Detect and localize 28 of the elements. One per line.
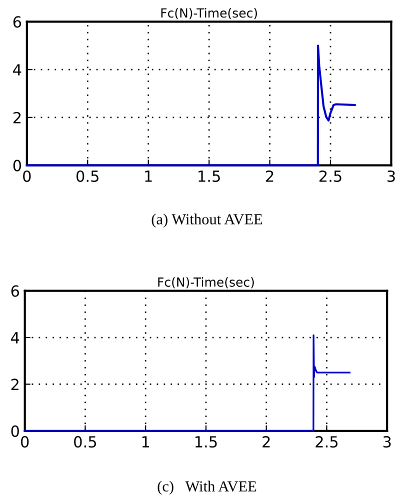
- y-tick-label: 2: [11, 378, 18, 390]
- y-tick-label: 2: [13, 112, 21, 124]
- x-tick-label: 2.5: [316, 436, 338, 448]
- x-tick-label: 1: [142, 436, 150, 448]
- x-tick-label: 2: [266, 170, 274, 182]
- y-tick-label: 4: [11, 332, 20, 344]
- x-tick-label: 0: [23, 170, 31, 182]
- line-series: [26, 44, 356, 166]
- text: (c) With AVEE: [158, 480, 256, 495]
- x-tick-label: 1.5: [198, 170, 220, 182]
- y-tick-label: 6: [11, 285, 20, 297]
- y-tick-label: 0: [11, 425, 19, 437]
- line-series: [24, 334, 350, 432]
- x-tick-label: 1: [145, 170, 152, 182]
- x-tick-label: 0.5: [76, 170, 98, 182]
- y-tick-label: 6: [13, 16, 22, 28]
- x-tick-label: 2: [262, 436, 270, 448]
- x-tick-label: 2.5: [319, 170, 342, 182]
- x-tick-label: 0.5: [74, 436, 96, 448]
- x-tick-label: 3: [388, 170, 395, 182]
- x-tick-label: 1.5: [195, 436, 217, 448]
- chart-title: Fc(N)-Time(sec): [158, 277, 254, 288]
- y-tick-label: 0: [13, 160, 22, 172]
- chart-title: Fc(N)-Time(sec): [161, 8, 257, 20]
- x-tick-label: 0: [20, 436, 29, 448]
- x-tick-label: 3: [383, 436, 391, 448]
- y-tick-label: 4: [13, 64, 22, 76]
- text: (a) Without AVEE: [152, 214, 262, 228]
